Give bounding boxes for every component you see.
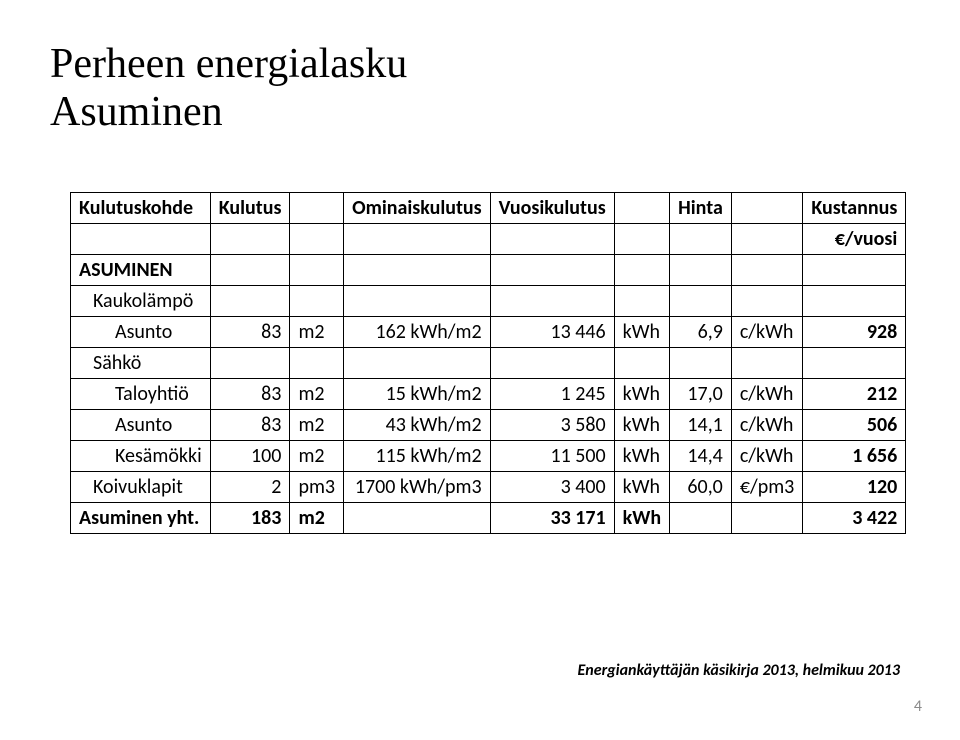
cell-v: 11 500 [490,440,614,471]
cell-hu: c/kWh [731,378,802,409]
page-number: 4 [914,697,922,716]
source-citation: Energiankäyttäjän käsikirja 2013, helmik… [578,661,900,680]
row-sahko: Sähkö [71,347,906,378]
cell-h: 14,4 [670,440,732,471]
cell-k: 120 [803,471,906,502]
hdr-hinta: Hinta [670,192,732,223]
cell-label: Sähkö [71,347,211,378]
cell-label: Asunto [71,316,211,347]
cell-h: 17,0 [670,378,732,409]
cell-qu: m2 [290,316,344,347]
table-container: Kulutuskohde Kulutus Ominaiskulutus Vuos… [70,192,890,534]
cell-hu: c/kWh [731,409,802,440]
hdr-ominaiskulutus: Ominaiskulutus [344,192,491,223]
cell-h: 14,1 [670,409,732,440]
cell-hu: c/kWh [731,440,802,471]
cell-vu: kWh [614,471,669,502]
cell-qu: pm3 [290,471,344,502]
cell-v: 3 400 [490,471,614,502]
cell-q: 83 [210,409,290,440]
title-line-1: Perheen energialasku [50,41,407,87]
row-kesamokki: Kesämökki 100 m2 115 kWh/m2 11 500 kWh 1… [71,440,906,471]
cell-v: 13 446 [490,316,614,347]
row-section: ASUMINEN [71,254,906,285]
hdr-kustannus: Kustannus [803,192,906,223]
cell-q: 83 [210,316,290,347]
cell-v: 1 245 [490,378,614,409]
row-kaukolampo: Kaukolämpö [71,285,906,316]
cell-o: 15 kWh/m2 [344,378,491,409]
hdr-empty [731,192,802,223]
cell-k: 1 656 [803,440,906,471]
cell-qu: m2 [290,440,344,471]
cell-label: Kaukolämpö [71,285,211,316]
row-asunto2: Asunto 83 m2 43 kWh/m2 3 580 kWh 14,1 c/… [71,409,906,440]
cell-qu: m2 [290,502,344,533]
cell-k: 928 [803,316,906,347]
cell-vu: kWh [614,378,669,409]
cell-o: 1700 kWh/pm3 [344,471,491,502]
hdr-kulutuskohde: Kulutuskohde [71,192,211,223]
cell-o: 162 kWh/m2 [344,316,491,347]
hdr-empty [290,192,344,223]
cell-q: 100 [210,440,290,471]
cell-v: 3 580 [490,409,614,440]
cell-hu: €/pm3 [731,471,802,502]
table-header-row-2: €/vuosi [71,223,906,254]
cell-label: Asunto [71,409,211,440]
cell-q: 183 [210,502,290,533]
cell-label: Asuminen yht. [71,502,211,533]
cell-vu: kWh [614,440,669,471]
cell-o: 43 kWh/m2 [344,409,491,440]
cell-k: 506 [803,409,906,440]
title-line-2: Asuminen [50,89,223,135]
cell-qu: m2 [290,409,344,440]
cell-h: 6,9 [670,316,732,347]
hdr-kulutus: Kulutus [210,192,290,223]
cell-k: 212 [803,378,906,409]
cell-vu: kWh [614,316,669,347]
cell-h: 60,0 [670,471,732,502]
hdr-vuosikulutus: Vuosikulutus [490,192,614,223]
row-total: Asuminen yht. 183 m2 33 171 kWh 3 422 [71,502,906,533]
hdr-vuosi: €/vuosi [803,223,906,254]
cell-k: 3 422 [803,502,906,533]
cell-vu: kWh [614,409,669,440]
table-header-row: Kulutuskohde Kulutus Ominaiskulutus Vuos… [71,192,906,223]
cell-o: 115 kWh/m2 [344,440,491,471]
cell-label: Koivuklapit [71,471,211,502]
cell-qu: m2 [290,378,344,409]
cell-v: 33 171 [490,502,614,533]
cell-hu: c/kWh [731,316,802,347]
energy-table: Kulutuskohde Kulutus Ominaiskulutus Vuos… [70,192,906,534]
page-title: Perheen energialasku Asuminen [50,40,910,137]
cell-section: ASUMINEN [71,254,211,285]
row-taloyhtio: Taloyhtiö 83 m2 15 kWh/m2 1 245 kWh 17,0… [71,378,906,409]
cell-q: 2 [210,471,290,502]
cell-label: Taloyhtiö [71,378,211,409]
slide: Perheen energialasku Asuminen Kulutuskoh… [0,0,960,740]
cell-label: Kesämökki [71,440,211,471]
row-koivuklapit: Koivuklapit 2 pm3 1700 kWh/pm3 3 400 kWh… [71,471,906,502]
cell-q: 83 [210,378,290,409]
hdr-empty [614,192,669,223]
row-asunto1: Asunto 83 m2 162 kWh/m2 13 446 kWh 6,9 c… [71,316,906,347]
cell-vu: kWh [614,502,669,533]
